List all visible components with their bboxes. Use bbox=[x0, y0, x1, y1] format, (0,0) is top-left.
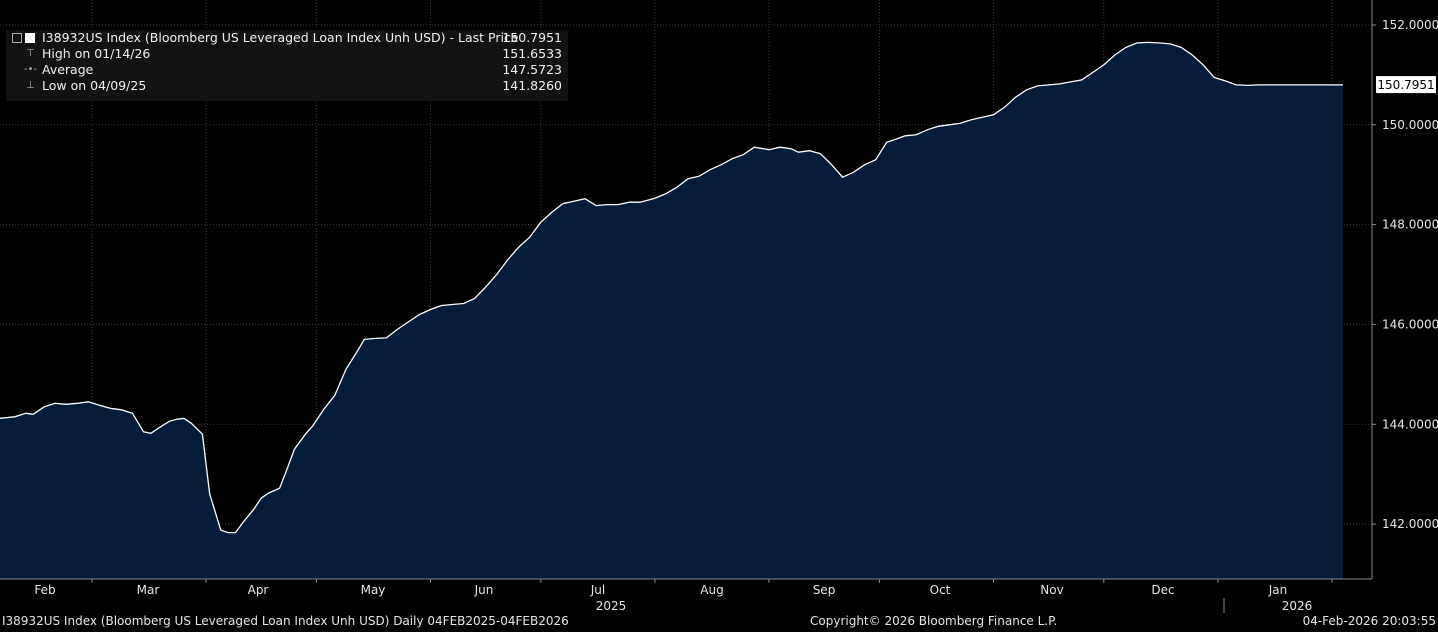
x-axis-ticks: Feb Mar Apr May Jun Jul Aug Sep Oct Nov Dec Jan bbox=[34, 579, 1333, 597]
y-tick-label: 148.0000 bbox=[1382, 218, 1438, 232]
legend-title-value: 150.7951 bbox=[502, 30, 562, 45]
legend-row-high: ⊤ High on 01/14/26 151.6533 bbox=[6, 46, 568, 62]
legend-average-value: 147.5723 bbox=[502, 62, 562, 77]
x-tick-label: Jan bbox=[1268, 583, 1288, 597]
footer-copyright: Copyright© 2026 Bloomberg Finance L.P. bbox=[810, 614, 1058, 628]
legend-row-average: -•- Average 147.5723 bbox=[6, 62, 568, 78]
legend-low-value: 141.8260 bbox=[502, 78, 562, 93]
y-tick-label: 144.0000 bbox=[1382, 417, 1438, 431]
legend-high-label: High on 01/14/26 bbox=[42, 46, 151, 61]
x-tick-label: Dec bbox=[1151, 583, 1174, 597]
last-price-tag-label: 150.7951 bbox=[1377, 78, 1434, 92]
legend-low-label: Low on 04/09/25 bbox=[42, 78, 147, 93]
y-tick-label: 142.0000 bbox=[1382, 517, 1438, 531]
legend-row-low: ⊥ Low on 04/09/25 141.8260 bbox=[6, 78, 568, 94]
x-year-label: 2026 bbox=[1282, 599, 1313, 613]
x-tick-label: Sep bbox=[813, 583, 836, 597]
legend-high-value: 151.6533 bbox=[502, 46, 562, 61]
x-tick-label: Apr bbox=[248, 583, 269, 597]
footer-timestamp: 04-Feb-2026 20:03:55 bbox=[1302, 614, 1436, 628]
y-tick-label: 146.0000 bbox=[1382, 317, 1438, 331]
x-year-label: 2025 bbox=[596, 599, 627, 613]
x-tick-label: Nov bbox=[1040, 583, 1063, 597]
high-marker-icon: ⊤ bbox=[26, 48, 35, 59]
axes bbox=[0, 0, 1373, 580]
collapse-icon[interactable] bbox=[12, 33, 22, 43]
y-tick-label: 152.0000 bbox=[1382, 18, 1438, 32]
price-area bbox=[0, 42, 1343, 579]
x-tick-label: May bbox=[361, 583, 386, 597]
x-tick-label: Jul bbox=[590, 583, 605, 597]
y-tick-label: 150.0000 bbox=[1382, 118, 1438, 132]
legend-average-label: Average bbox=[42, 62, 94, 77]
series-swatch-icon bbox=[25, 33, 35, 43]
price-line bbox=[0, 41, 1343, 534]
average-marker-icon: -•- bbox=[24, 64, 38, 75]
x-axis-years: 2025 2026 bbox=[596, 598, 1313, 613]
chart-legend: I38932US Index (Bloomberg US Leveraged L… bbox=[6, 30, 568, 101]
legend-title-row: I38932US Index (Bloomberg US Leveraged L… bbox=[6, 30, 568, 46]
x-tick-label: Oct bbox=[930, 583, 951, 597]
x-tick-label: Feb bbox=[34, 583, 55, 597]
last-price-tag: 150.7951 bbox=[1376, 76, 1436, 94]
legend-title: I38932US Index (Bloomberg US Leveraged L… bbox=[42, 30, 519, 45]
x-tick-label: Aug bbox=[700, 583, 723, 597]
x-tick-label: Mar bbox=[137, 583, 160, 597]
footer-description: I38932US Index (Bloomberg US Leveraged L… bbox=[2, 614, 569, 628]
x-tick-label: Jun bbox=[474, 583, 494, 597]
low-marker-icon: ⊥ bbox=[26, 80, 35, 91]
y-axis-ticks: 142.0000 144.0000 146.0000 148.0000 150.0000… bbox=[1372, 18, 1438, 531]
last-price-tag-box bbox=[1376, 76, 1436, 94]
